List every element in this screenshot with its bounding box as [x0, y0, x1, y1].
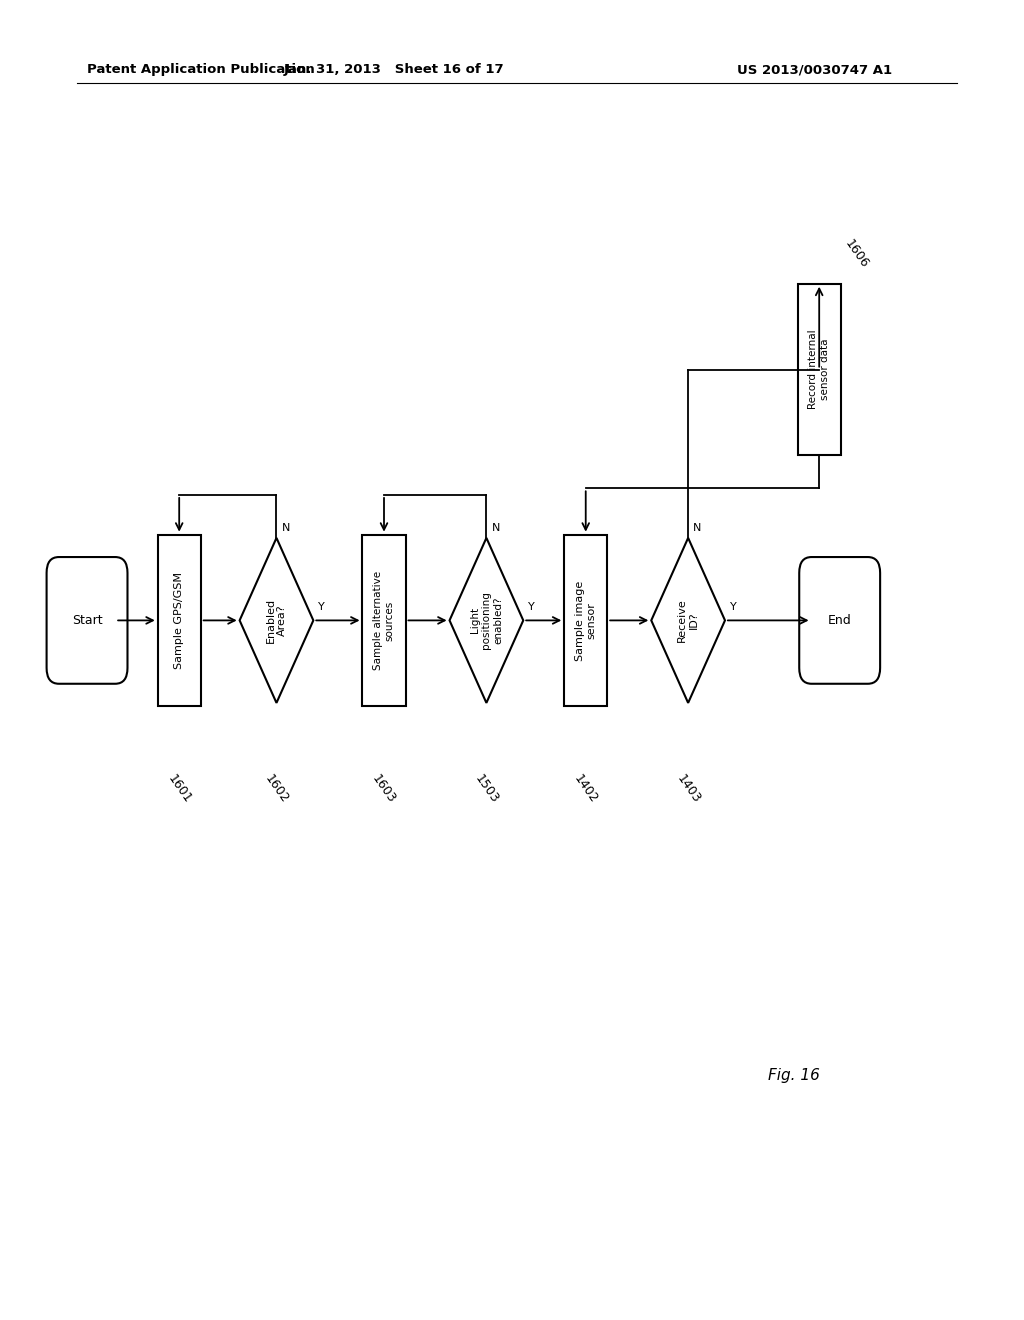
Text: Start: Start	[72, 614, 102, 627]
Text: 1403: 1403	[674, 772, 702, 805]
Polygon shape	[450, 539, 523, 702]
Bar	[798, 284, 841, 455]
Text: Light
positioning
enabled?: Light positioning enabled?	[470, 591, 503, 649]
Text: N: N	[492, 523, 500, 533]
Text: 1601: 1601	[165, 772, 194, 805]
Text: Receive
ID?: Receive ID?	[677, 598, 699, 643]
Text: Record internal
sensor data: Record internal sensor data	[808, 330, 830, 409]
Text: Fig. 16: Fig. 16	[768, 1068, 820, 1084]
Bar	[362, 535, 406, 706]
FancyBboxPatch shape	[799, 557, 880, 684]
Text: Jan. 31, 2013   Sheet 16 of 17: Jan. 31, 2013 Sheet 16 of 17	[284, 63, 505, 77]
Text: N: N	[693, 523, 701, 533]
Text: 1602: 1602	[262, 772, 291, 805]
Text: Y: Y	[528, 602, 536, 612]
Text: 1606: 1606	[842, 238, 870, 271]
Text: End: End	[827, 614, 852, 627]
Polygon shape	[651, 539, 725, 702]
Text: 1503: 1503	[472, 772, 501, 805]
Text: US 2013/0030747 A1: US 2013/0030747 A1	[737, 63, 892, 77]
Text: Sample GPS/GSM: Sample GPS/GSM	[174, 572, 184, 669]
Text: N: N	[282, 523, 290, 533]
Polygon shape	[240, 539, 313, 702]
Text: Sample alternative
sources: Sample alternative sources	[373, 570, 395, 671]
Text: Patent Application Publication: Patent Application Publication	[87, 63, 314, 77]
FancyBboxPatch shape	[47, 557, 128, 684]
Text: Y: Y	[730, 602, 737, 612]
Bar	[158, 535, 201, 706]
Text: 1402: 1402	[571, 772, 600, 805]
Text: Enabled
Area?: Enabled Area?	[265, 598, 288, 643]
Text: Y: Y	[318, 602, 326, 612]
Text: Sample image
sensor: Sample image sensor	[574, 581, 597, 660]
Text: 1603: 1603	[370, 772, 398, 805]
Bar	[564, 535, 607, 706]
